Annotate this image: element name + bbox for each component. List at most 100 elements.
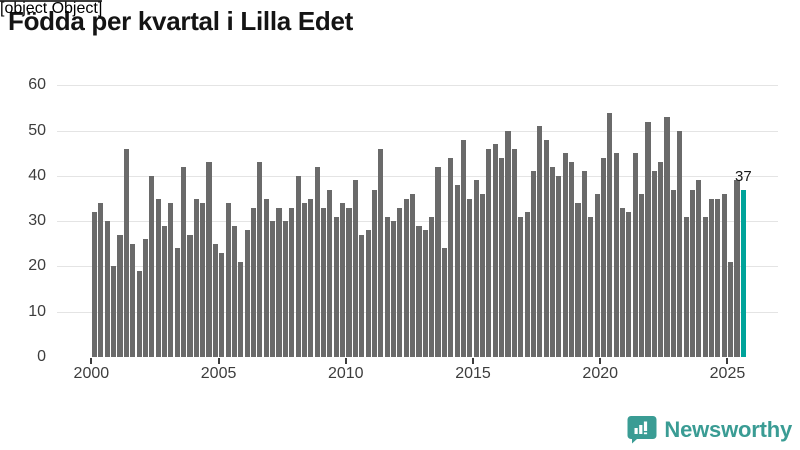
gridline <box>57 85 778 87</box>
value-annotation: 37 <box>735 167 752 185</box>
bar <box>734 180 740 357</box>
bar <box>251 207 257 357</box>
bar <box>168 203 174 357</box>
bar <box>613 153 619 357</box>
bar <box>658 162 664 357</box>
bar <box>225 203 231 357</box>
bar <box>206 162 212 357</box>
bar <box>161 225 168 357</box>
bar <box>130 243 136 357</box>
bar <box>416 225 422 357</box>
axis-tick <box>726 358 729 364</box>
bar <box>537 126 543 357</box>
axis-tick <box>599 358 602 364</box>
bar <box>594 194 600 357</box>
bar <box>575 203 581 357</box>
x-axis-line: [object Object] <box>0 0 103 17</box>
axis-tick <box>472 358 474 364</box>
y-axis-label: 40 <box>28 166 46 184</box>
bar <box>378 148 384 357</box>
bar <box>289 207 295 357</box>
bar <box>231 225 238 357</box>
y-axis-label: 60 <box>28 76 46 94</box>
bar <box>181 166 187 357</box>
bar <box>422 230 428 357</box>
bar <box>390 221 397 357</box>
bar <box>174 248 180 357</box>
bar <box>346 207 352 357</box>
bar <box>257 162 263 357</box>
bar <box>263 198 269 357</box>
bar <box>111 266 117 357</box>
bar <box>581 171 587 357</box>
bar-chart-speech-bubble-icon <box>627 415 657 444</box>
bar <box>155 198 161 357</box>
bar <box>683 216 689 357</box>
x-axis-label: 2005 <box>200 365 237 382</box>
bar <box>702 216 708 357</box>
bar <box>728 261 734 357</box>
bar <box>308 198 314 357</box>
bar <box>600 157 606 357</box>
page-title: Födda per kvartal i Lilla Edet <box>8 6 353 36</box>
bar <box>569 162 575 357</box>
bar <box>524 212 530 357</box>
bar <box>543 139 549 357</box>
bar <box>340 203 346 357</box>
bar <box>410 194 416 357</box>
x-axis-label: 2025 <box>709 365 746 382</box>
bar <box>588 216 594 357</box>
bar <box>352 180 358 357</box>
bar <box>98 203 104 357</box>
bar <box>187 234 193 357</box>
bar <box>677 130 683 357</box>
bar <box>645 121 651 357</box>
y-axis-label: 20 <box>28 257 46 275</box>
newsworthy-logo-text: Newsworthy <box>664 416 792 442</box>
highlighted-bar <box>740 189 746 357</box>
bar <box>689 189 696 357</box>
gridline <box>57 175 778 177</box>
bar <box>549 166 556 357</box>
bar <box>460 139 467 357</box>
axis-tick <box>344 358 347 364</box>
axis-tick <box>217 358 220 364</box>
bar <box>92 212 98 357</box>
bar <box>651 171 657 357</box>
bar <box>403 198 409 357</box>
bar <box>295 175 301 357</box>
bar <box>632 153 638 357</box>
gridline <box>57 130 778 132</box>
x-axis-label: 2020 <box>582 365 619 382</box>
bar <box>149 175 155 357</box>
bar <box>219 252 225 357</box>
axis-tick <box>90 358 93 364</box>
bar <box>441 248 447 357</box>
bar <box>238 261 244 357</box>
bar <box>142 239 148 357</box>
bar <box>454 184 460 357</box>
bar <box>244 230 250 357</box>
bar <box>670 189 676 357</box>
bar <box>530 171 536 357</box>
bar <box>486 148 492 357</box>
bar <box>270 221 276 357</box>
bar <box>626 212 632 357</box>
y-axis-label: 10 <box>28 302 46 320</box>
bar <box>429 216 435 357</box>
bar <box>333 216 339 357</box>
bar <box>499 157 505 357</box>
bar <box>619 207 626 357</box>
bar <box>212 243 218 357</box>
bar <box>505 130 511 357</box>
bar <box>193 198 199 357</box>
bar <box>365 230 371 357</box>
bar <box>480 194 486 357</box>
bar <box>117 234 123 357</box>
bar <box>562 153 568 357</box>
y-axis-label: 0 <box>37 348 46 365</box>
bar <box>314 166 320 357</box>
bar <box>359 234 365 357</box>
